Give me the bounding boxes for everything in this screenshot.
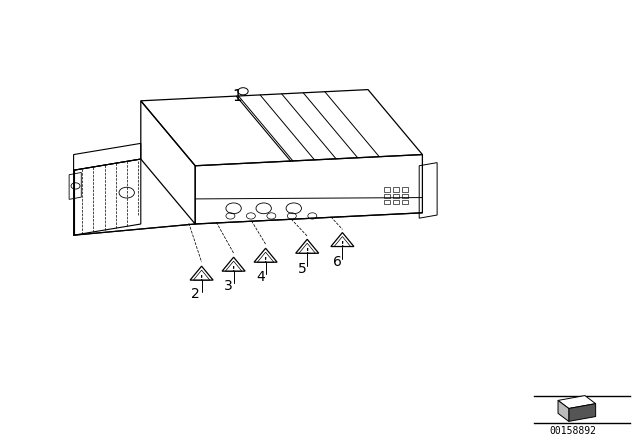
Polygon shape [569,404,596,422]
Polygon shape [558,396,596,409]
Text: !: ! [200,275,204,281]
Text: 1: 1 [232,89,242,104]
Text: 00158892: 00158892 [549,426,596,436]
Text: !: ! [264,257,268,263]
Text: !: ! [340,241,344,247]
Text: !: ! [232,266,236,272]
Text: 2: 2 [191,287,200,301]
Text: 5: 5 [298,262,307,276]
Text: !: ! [305,248,309,254]
Text: 4: 4 [257,270,266,284]
Polygon shape [558,401,569,422]
Text: 6: 6 [333,255,342,269]
Text: 3: 3 [223,279,232,293]
